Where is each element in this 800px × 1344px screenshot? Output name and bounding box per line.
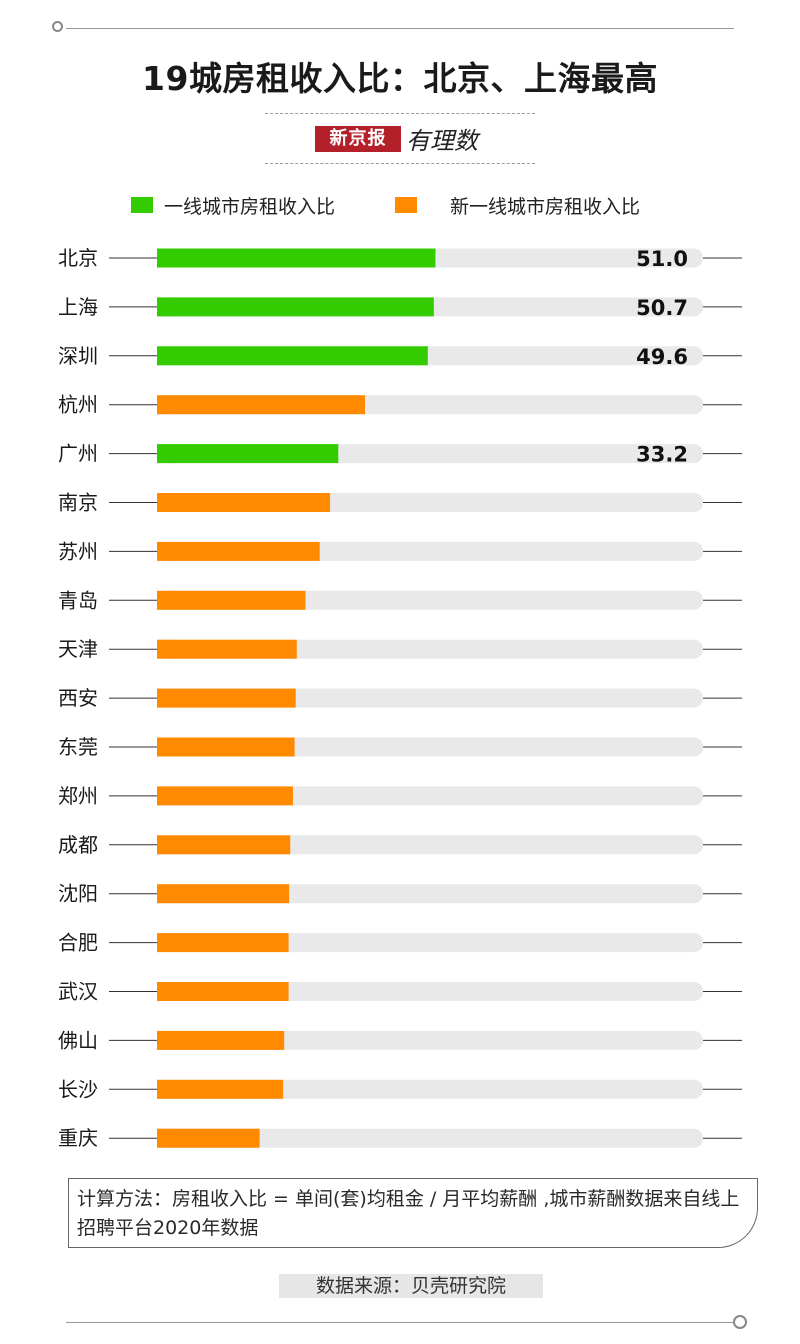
legend-swatch-first-tier	[131, 197, 153, 213]
bar-track	[157, 982, 703, 1001]
brand-column-logo: 有理数	[406, 127, 478, 155]
brand-logo: 新京报	[315, 126, 401, 152]
category-label: 佛山	[58, 1028, 98, 1052]
top-rule	[66, 28, 734, 29]
bar	[157, 835, 291, 855]
bar-track	[157, 1030, 703, 1050]
bar	[157, 982, 289, 1001]
data-source: 数据来源：贝壳研究院	[279, 1274, 543, 1298]
bar	[157, 444, 339, 464]
legend-label-first-tier: 一线城市房租收入比	[164, 196, 336, 218]
value-label: 33.2	[636, 443, 688, 467]
category-label: 西安	[58, 686, 98, 710]
value-label: 49.6	[636, 345, 688, 369]
category-label: 北京	[58, 246, 98, 270]
bar	[157, 541, 320, 561]
value-label: 50.7	[636, 296, 688, 320]
bar-track	[157, 835, 703, 855]
bar	[157, 248, 436, 268]
bar	[157, 933, 289, 953]
category-label: 深圳	[58, 344, 98, 368]
legend-swatch-new-first-tier	[395, 197, 417, 213]
bar-track	[157, 786, 703, 806]
bar	[157, 493, 331, 512]
bar	[157, 1079, 284, 1099]
brand-divider-bottom	[265, 163, 535, 164]
bar-track	[157, 1079, 703, 1099]
bar	[157, 590, 306, 610]
bar	[157, 395, 366, 415]
top-circle-ornament	[52, 21, 63, 32]
method-note: 计算方法：房租收入比 = 单间(套)均租金 / 月平均薪酬 ,城市薪酬数据来自线…	[68, 1178, 758, 1248]
category-label: 东莞	[58, 735, 98, 759]
category-label: 杭州	[58, 393, 98, 417]
bar	[157, 1030, 285, 1050]
bar	[157, 884, 290, 904]
bar	[157, 737, 295, 757]
category-label: 天津	[58, 637, 98, 661]
category-label: 沈阳	[58, 882, 98, 906]
bar-track	[157, 933, 703, 953]
bar-track	[157, 1128, 703, 1148]
bar	[157, 297, 434, 317]
category-label: 重庆	[58, 1126, 98, 1150]
legend-label-new-first-tier: 新一线城市房租收入比	[450, 196, 641, 218]
category-label: 苏州	[58, 539, 98, 563]
bar-track	[157, 884, 703, 904]
category-label: 青岛	[58, 588, 98, 612]
chart-title: 19城房租收入比：北京、上海最高	[142, 59, 658, 98]
bar	[157, 786, 293, 806]
category-label: 成都	[58, 833, 98, 857]
bottom-rule	[66, 1322, 734, 1323]
brand-divider-top	[265, 113, 535, 114]
category-label: 长沙	[58, 1077, 98, 1101]
category-label: 广州	[58, 442, 98, 466]
bar	[157, 688, 296, 708]
bottom-circle-ornament	[733, 1315, 747, 1329]
category-label: 武汉	[58, 980, 98, 1004]
value-label: 51.0	[636, 247, 688, 271]
bar	[157, 1128, 260, 1148]
category-label: 南京	[58, 491, 98, 515]
category-label: 合肥	[58, 931, 98, 955]
category-label: 上海	[58, 295, 98, 319]
category-label: 郑州	[58, 784, 98, 808]
bar	[157, 639, 297, 659]
bar	[157, 346, 428, 366]
